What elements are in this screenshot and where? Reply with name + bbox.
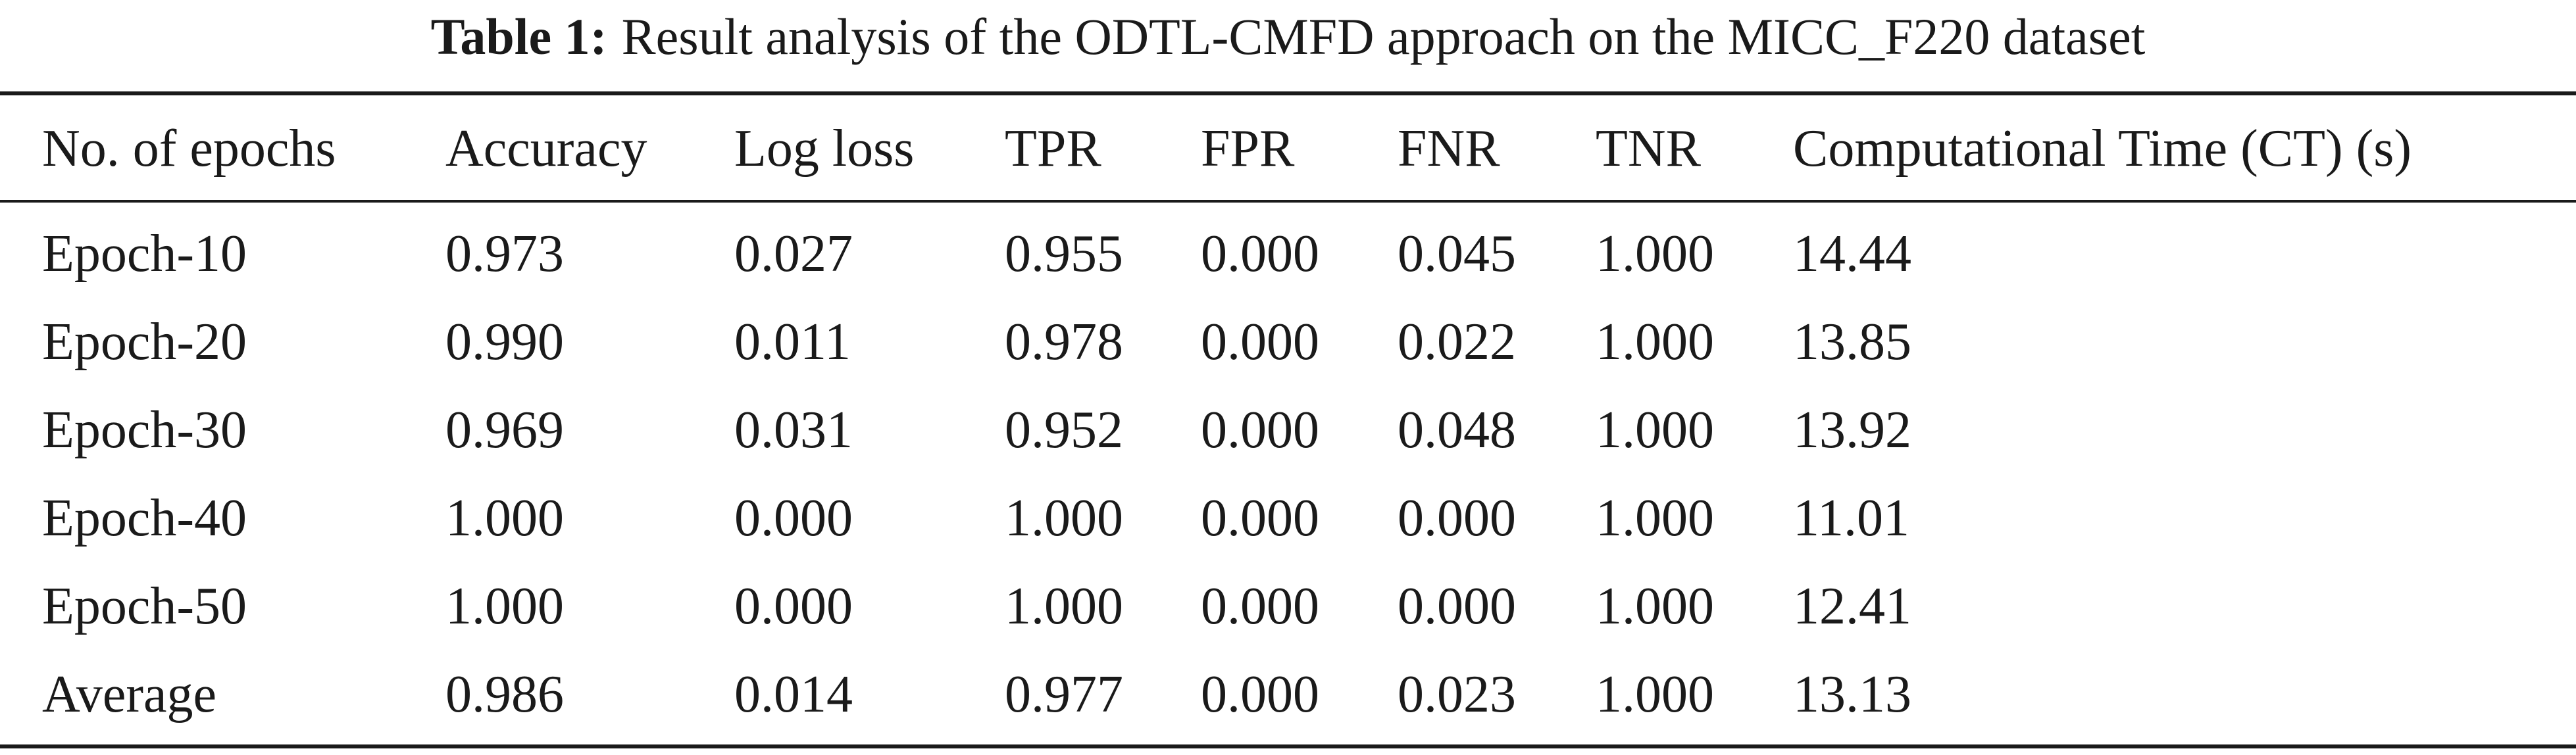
cell-tpr: 1.000 xyxy=(1005,489,1123,547)
cell-log-loss: 0.000 xyxy=(734,489,853,547)
table-top-rule xyxy=(0,91,2576,95)
cell-fpr: 0.000 xyxy=(1201,313,1319,371)
cell-epochs: Epoch-30 xyxy=(42,401,247,459)
table-row: Epoch-10 0.973 0.027 0.955 0.000 0.045 1… xyxy=(0,210,2576,298)
table-row: Epoch-40 1.000 0.000 1.000 0.000 0.000 1… xyxy=(0,474,2576,562)
table-caption-label: Table 1: xyxy=(430,8,607,65)
cell-computational-time: 12.41 xyxy=(1793,577,1911,635)
cell-tpr: 0.978 xyxy=(1005,313,1123,371)
cell-epochs: Epoch-40 xyxy=(42,489,247,547)
cell-tnr: 1.000 xyxy=(1596,401,1714,459)
cell-computational-time: 14.44 xyxy=(1793,225,1911,283)
cell-computational-time: 11.01 xyxy=(1793,489,1910,547)
header-log-loss: Log loss xyxy=(734,120,915,178)
cell-fnr: 0.022 xyxy=(1398,313,1516,371)
cell-accuracy: 0.986 xyxy=(445,666,564,723)
cell-fpr: 0.000 xyxy=(1201,666,1319,723)
cell-epochs: Epoch-10 xyxy=(42,225,247,283)
table-bottom-rule xyxy=(0,744,2576,748)
cell-fnr: 0.048 xyxy=(1398,401,1516,459)
cell-tpr: 0.977 xyxy=(1005,666,1123,723)
cell-accuracy: 0.969 xyxy=(445,401,564,459)
cell-log-loss: 0.014 xyxy=(734,666,853,723)
cell-log-loss: 0.027 xyxy=(734,225,853,283)
header-epochs: No. of epochs xyxy=(42,120,336,178)
cell-tnr: 1.000 xyxy=(1596,577,1714,635)
cell-fpr: 0.000 xyxy=(1201,489,1319,547)
cell-computational-time: 13.13 xyxy=(1793,666,1911,723)
cell-tpr: 0.952 xyxy=(1005,401,1123,459)
cell-accuracy: 0.990 xyxy=(445,313,564,371)
cell-fnr: 0.000 xyxy=(1398,489,1516,547)
header-accuracy: Accuracy xyxy=(445,120,647,178)
table-row: Epoch-50 1.000 0.000 1.000 0.000 0.000 1… xyxy=(0,562,2576,650)
cell-accuracy: 1.000 xyxy=(445,489,564,547)
cell-epochs: Epoch-20 xyxy=(42,313,247,371)
cell-computational-time: 13.85 xyxy=(1793,313,1911,371)
header-fnr: FNR xyxy=(1398,120,1500,178)
cell-accuracy: 0.973 xyxy=(445,225,564,283)
header-tnr: TNR xyxy=(1596,120,1701,178)
cell-log-loss: 0.011 xyxy=(734,313,851,371)
header-fpr: FPR xyxy=(1201,120,1295,178)
cell-computational-time: 13.92 xyxy=(1793,401,1911,459)
cell-fpr: 0.000 xyxy=(1201,577,1319,635)
cell-fnr: 0.045 xyxy=(1398,225,1516,283)
table-caption: Table 1: Result analysis of the ODTL-CMF… xyxy=(0,0,2576,74)
table-row: Epoch-20 0.990 0.011 0.978 0.000 0.022 1… xyxy=(0,298,2576,386)
cell-fnr: 0.023 xyxy=(1398,666,1516,723)
cell-fpr: 0.000 xyxy=(1201,401,1319,459)
table-caption-text: Result analysis of the ODTL-CMFD approac… xyxy=(621,8,2146,65)
cell-log-loss: 0.031 xyxy=(734,401,853,459)
cell-epochs: Average xyxy=(42,666,216,723)
cell-tnr: 1.000 xyxy=(1596,489,1714,547)
cell-tnr: 1.000 xyxy=(1596,666,1714,723)
cell-tnr: 1.000 xyxy=(1596,225,1714,283)
cell-tnr: 1.000 xyxy=(1596,313,1714,371)
cell-tpr: 1.000 xyxy=(1005,577,1123,635)
cell-accuracy: 1.000 xyxy=(445,577,564,635)
table-header-row: No. of epochs Accuracy Log loss TPR FPR … xyxy=(0,105,2576,193)
cell-tpr: 0.955 xyxy=(1005,225,1123,283)
table-row: Epoch-30 0.969 0.031 0.952 0.000 0.048 1… xyxy=(0,386,2576,474)
header-computational-time: Computational Time (CT) (s) xyxy=(1793,120,2412,178)
cell-fpr: 0.000 xyxy=(1201,225,1319,283)
table-header-rule xyxy=(0,200,2576,203)
cell-fnr: 0.000 xyxy=(1398,577,1516,635)
header-tpr: TPR xyxy=(1005,120,1101,178)
cell-epochs: Epoch-50 xyxy=(42,577,247,635)
table-row-average: Average 0.986 0.014 0.977 0.000 0.023 1.… xyxy=(0,650,2576,739)
cell-log-loss: 0.000 xyxy=(734,577,853,635)
